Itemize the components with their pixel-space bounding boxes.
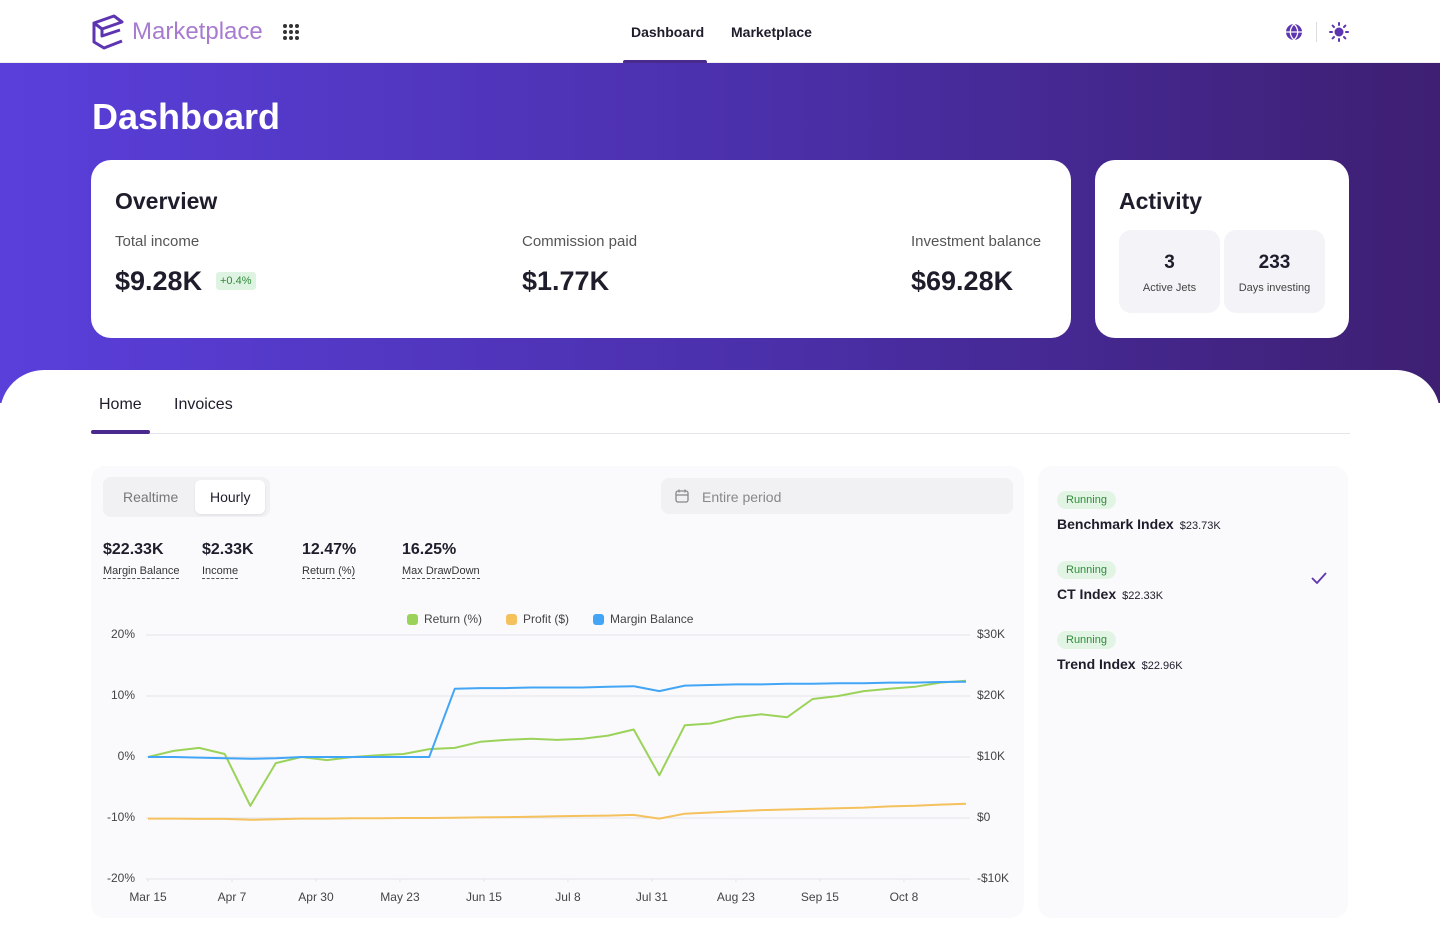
y-tick-label: 0% xyxy=(118,749,136,763)
stat-value: 16.25% xyxy=(402,541,457,558)
apps-icon[interactable] xyxy=(283,24,299,40)
y-tick-label: 20% xyxy=(111,627,135,641)
logo-icon xyxy=(92,14,124,50)
metric-change: +0.4% xyxy=(216,272,256,290)
overview-card: Overview Total income $9.28K +0.4% Commi… xyxy=(91,160,1071,338)
stat: 12.47% Return (%) xyxy=(302,541,356,579)
strategy-row: Benchmark Index $23.73K xyxy=(1057,516,1221,534)
tab-indicator xyxy=(91,430,150,434)
activity-label: Active Jets xyxy=(1142,282,1197,294)
divider xyxy=(1316,22,1317,42)
activity-item: 3 Active Jets xyxy=(1119,230,1220,313)
y2-tick-label: $10K xyxy=(977,749,1005,763)
activity-value: 233 xyxy=(1258,252,1291,273)
activity-card: Activity 3 Active Jets 233 Days investin… xyxy=(1095,160,1349,338)
strategy[interactable]: Running Trend Index $22.96K xyxy=(1057,630,1183,674)
selected-check xyxy=(1311,572,1327,584)
mode-option[interactable]: Hourly xyxy=(195,480,266,514)
strategy-row: Trend Index $22.96K xyxy=(1057,656,1183,674)
card-title: Activity xyxy=(1119,188,1203,214)
period-label: Entire period xyxy=(702,489,782,505)
activity-value: 3 xyxy=(1164,252,1175,273)
x-tick-label: Sep 15 xyxy=(801,890,839,904)
strategy-value: $23.73K xyxy=(1179,520,1221,532)
x-tick-label: Oct 8 xyxy=(890,890,919,904)
x-tick-label: Mar 15 xyxy=(129,890,167,904)
x-tick-label: Apr 30 xyxy=(298,890,334,904)
strategy-list: Running Benchmark Index $23.73K Running CT I… xyxy=(1038,466,1348,918)
nav-active-indicator xyxy=(623,60,707,64)
stat: $22.33K Margin Balance xyxy=(103,541,180,579)
legend-swatch xyxy=(407,614,418,625)
tab-divider xyxy=(91,433,1350,434)
series-line xyxy=(148,802,967,821)
x-tick-label: Jul 31 xyxy=(636,890,668,904)
stat-value: 12.47% xyxy=(302,541,357,558)
metric-label: Commission paid xyxy=(522,233,638,250)
theme-icon[interactable] xyxy=(1329,22,1349,42)
stat: $2.33K Income xyxy=(202,541,254,579)
legend-label: Return (%) xyxy=(424,612,482,626)
stat: 16.25% Max DrawDown xyxy=(402,541,480,579)
stat-value: $2.33K xyxy=(202,541,254,558)
strategy-value: $22.96K xyxy=(1141,660,1183,672)
strategy-value: $22.33K xyxy=(1122,590,1164,602)
strategy-row: CT Index $22.33K xyxy=(1057,586,1163,604)
status-badge: Running xyxy=(1057,491,1116,509)
series-line xyxy=(147,679,967,807)
legend-label: Profit ($) xyxy=(523,612,569,626)
stat-value: $22.33K xyxy=(103,541,164,558)
language-icon[interactable] xyxy=(1285,23,1303,41)
stat-label: Margin Balance xyxy=(103,565,180,579)
x-tick-label: Jun 15 xyxy=(466,890,502,904)
nav-link[interactable]: Marketplace xyxy=(731,24,812,40)
x-tick-label: Apr 7 xyxy=(218,890,247,904)
y-tick-label: 10% xyxy=(111,688,135,702)
tab[interactable]: Home xyxy=(99,396,142,413)
strategy-name: CT Index xyxy=(1057,586,1117,602)
status-badge: Running xyxy=(1057,631,1116,649)
x-tick-label: Aug 23 xyxy=(717,890,755,904)
metric-value: $69.28K xyxy=(911,266,1014,296)
y-tick-label: -20% xyxy=(107,871,135,885)
mode-option[interactable]: Realtime xyxy=(123,489,179,505)
metric-label: Investment balance xyxy=(911,233,1042,250)
y-tick-label: -10% xyxy=(107,810,135,824)
y2-tick-label: $0 xyxy=(977,810,991,824)
calendar-icon xyxy=(675,489,689,503)
metric-value: $1.77K xyxy=(522,266,610,296)
y2-tick-label: -$10K xyxy=(977,871,1009,885)
status-badge: Running xyxy=(1057,561,1116,579)
legend-swatch xyxy=(506,614,518,625)
y2-tick-label: $30K xyxy=(977,627,1005,641)
brand[interactable]: Marketplace xyxy=(132,18,263,45)
activity-item: 233 Days investing xyxy=(1224,230,1325,313)
legend-swatch xyxy=(593,614,605,625)
nav-link[interactable]: Dashboard xyxy=(631,24,705,40)
stat-label: Max DrawDown xyxy=(402,565,480,579)
metric-label: Total income xyxy=(115,233,200,250)
strategy-name: Trend Index xyxy=(1057,656,1136,672)
activity-label: Days investing xyxy=(1238,282,1311,294)
period-picker[interactable] xyxy=(661,478,1013,514)
strategy-name: Benchmark Index xyxy=(1057,516,1174,532)
stat-label: Income xyxy=(202,565,239,579)
page-title: Dashboard xyxy=(92,96,281,137)
strategy[interactable]: Running CT Index $22.33K xyxy=(1057,560,1163,604)
series-line xyxy=(148,680,967,760)
top-nav: Marketplace Dashboard Marketplace xyxy=(0,0,1440,64)
x-tick-label: May 23 xyxy=(380,890,420,904)
stat-label: Return (%) xyxy=(302,565,356,579)
x-tick-label: Jul 8 xyxy=(555,890,581,904)
y2-tick-label: $20K xyxy=(977,688,1005,702)
legend-label: Margin Balance xyxy=(610,612,694,626)
strategy[interactable]: Running Benchmark Index $23.73K xyxy=(1057,490,1221,534)
card-title: Overview xyxy=(115,188,218,214)
tab[interactable]: Invoices xyxy=(174,396,233,413)
chart: -20% -10% 0% 10% 20% -$10K $0 $10K $20K $30K Mar 1… xyxy=(107,612,1009,904)
chart-panel: Realtime Hourly Entire period -20% -10% 0%… xyxy=(91,466,1024,918)
metric-value: $9.28K xyxy=(115,266,203,296)
